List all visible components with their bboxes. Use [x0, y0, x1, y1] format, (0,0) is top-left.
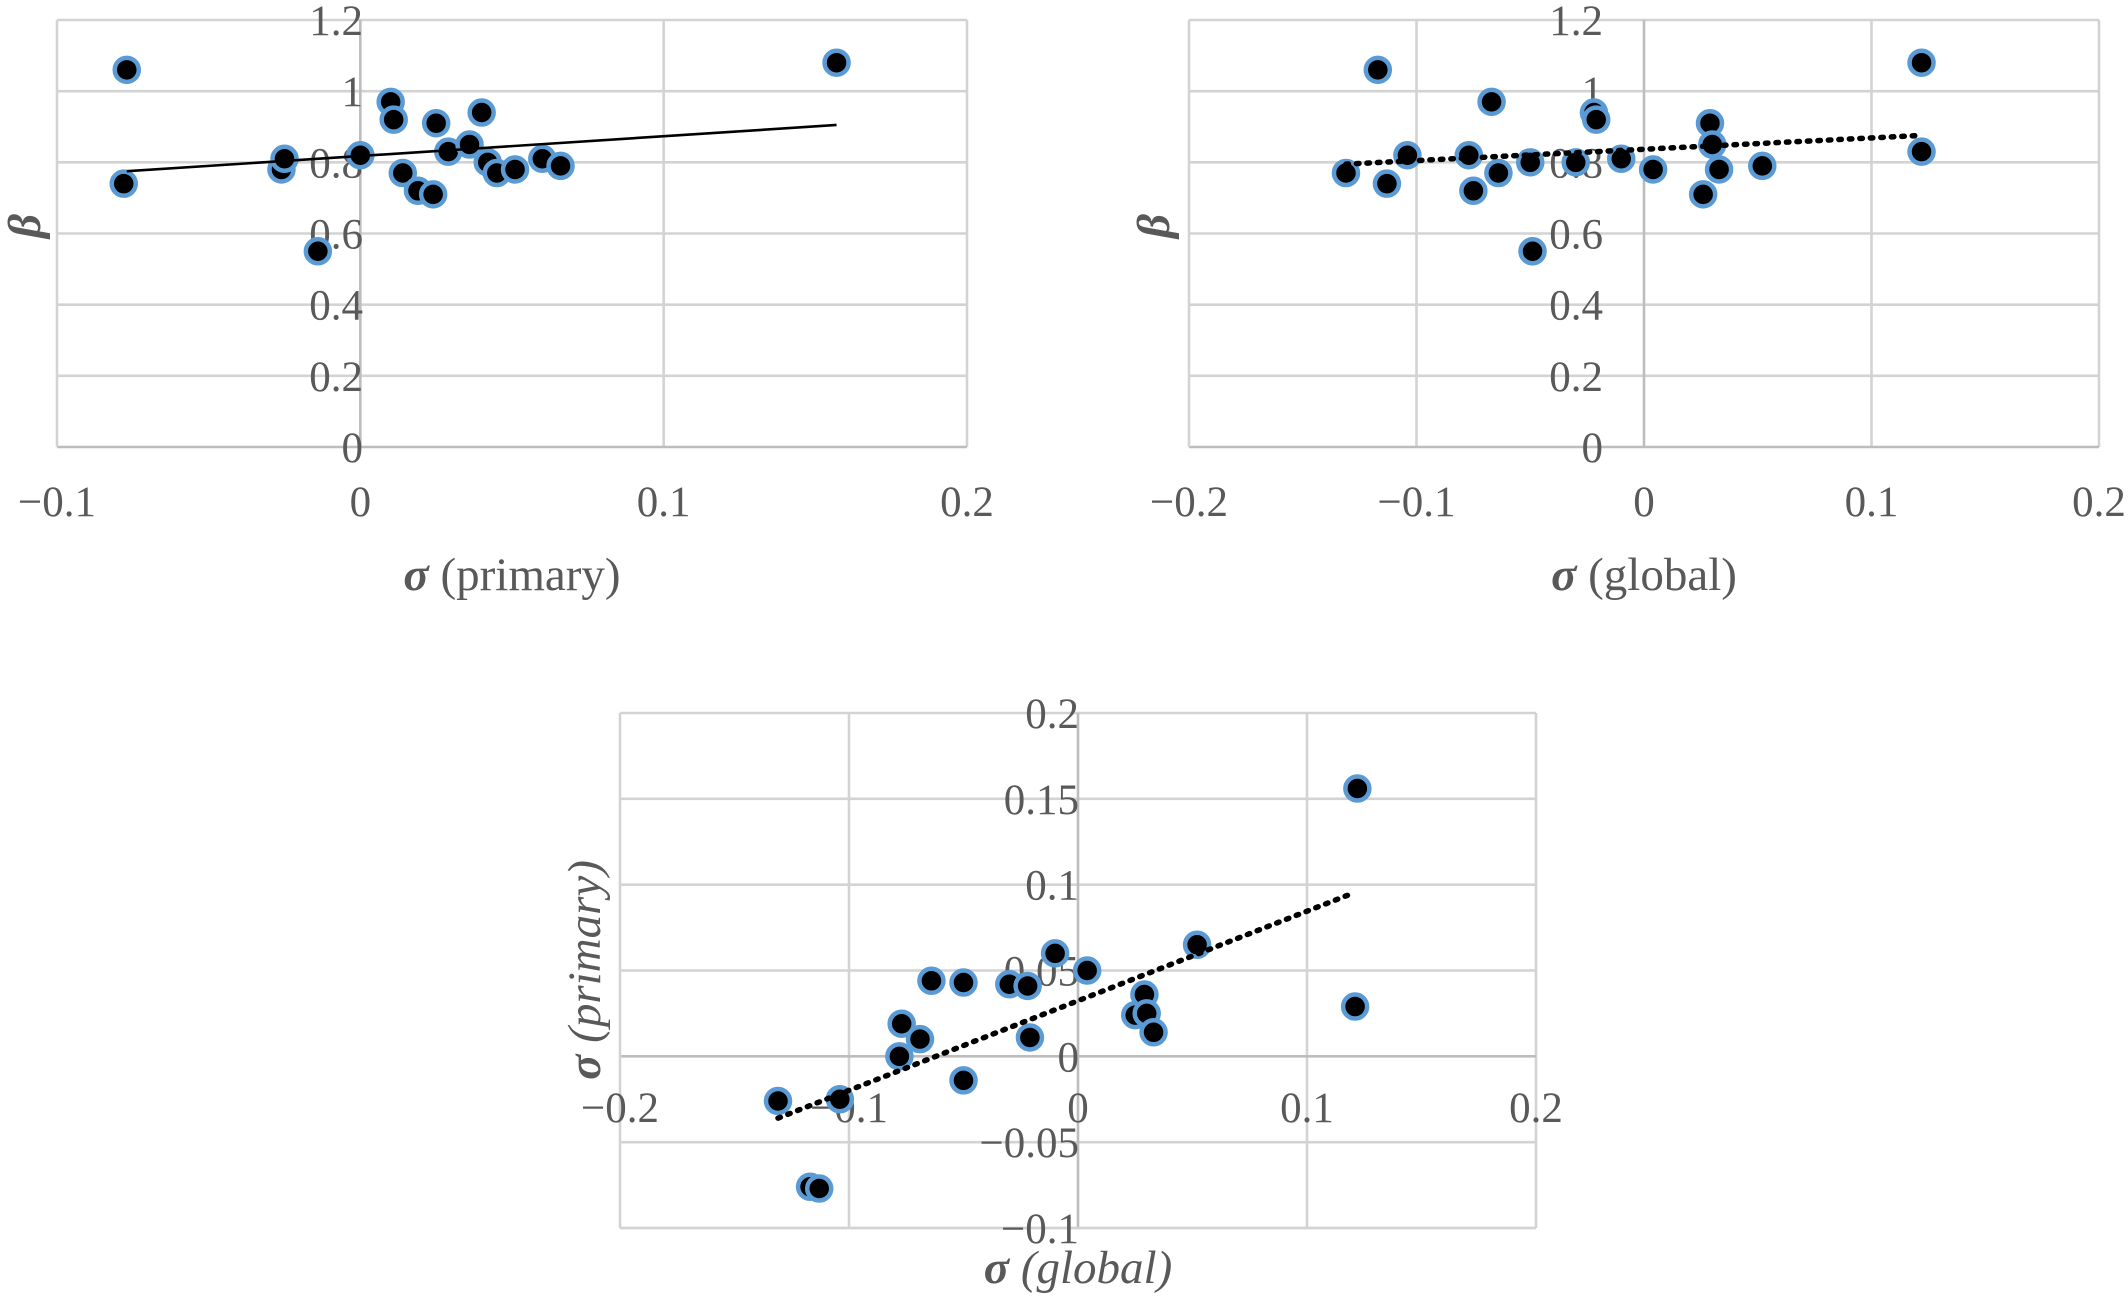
data-point — [1704, 155, 1734, 184]
data-point — [270, 144, 299, 174]
y-tick-label: 1.2 — [309, 0, 363, 45]
data-point — [1454, 140, 1484, 170]
x-tick-label: −0.2 — [1150, 479, 1228, 526]
x-axis-label: σ (primary) — [403, 549, 620, 601]
data-point — [1343, 774, 1372, 803]
y-tick-label: 0.1 — [1025, 863, 1079, 910]
x-axis-label: σ (global) — [1551, 549, 1737, 601]
data-point — [1607, 144, 1636, 174]
y-tick-label: 0 — [1582, 425, 1604, 472]
data-point — [1182, 930, 1212, 959]
data-point — [421, 108, 451, 138]
trendline — [775, 890, 1356, 1121]
y-tick-label: 0.2 — [1549, 354, 1603, 401]
data-point — [303, 237, 333, 266]
data-point — [1907, 137, 1936, 166]
data-point — [1363, 55, 1393, 85]
chart-beta-vs-sigma-primary: −0.1 0 0.1 0.200.20.40.60.811.2σ (primary)β — [0, 0, 994, 601]
x-tick-label: 0.2 — [1509, 1085, 1563, 1132]
y-tick-label: 0 — [1058, 1034, 1080, 1081]
data-point — [379, 105, 408, 134]
y-axis-label: σ (primary) — [559, 860, 611, 1080]
data-point — [546, 151, 575, 181]
data-point — [1372, 169, 1402, 198]
y-tick-label: 0.4 — [1549, 283, 1603, 330]
x-tick-label: −0.1 — [1377, 479, 1455, 526]
chart-sigma-primary-vs-sigma-global: −0.2−0.100.10.2−0.1−0.0500.050.10.150.2σ… — [559, 691, 1563, 1294]
trendline — [1343, 132, 1920, 167]
data-point — [1748, 151, 1777, 181]
data-point — [1688, 180, 1718, 209]
x-tick-label: −0.1 — [18, 479, 96, 526]
trendline — [126, 123, 837, 173]
data-point — [1459, 176, 1488, 206]
x-tick-label: 0.1 — [1845, 479, 1899, 526]
x-tick-label: 0.2 — [940, 479, 994, 526]
y-tick-label: 0.15 — [1004, 777, 1079, 824]
data-point — [822, 48, 851, 77]
data-point — [1040, 939, 1070, 968]
data-point — [1477, 87, 1506, 117]
data-point — [500, 155, 530, 184]
data-point — [467, 98, 496, 127]
y-tick-label: 0 — [342, 425, 364, 472]
data-point — [1013, 971, 1042, 1001]
data-point — [885, 1042, 914, 1071]
data-point — [1139, 1018, 1168, 1047]
data-point — [112, 55, 142, 85]
x-tick-label: −0.2 — [581, 1085, 659, 1132]
x-tick-label: 0.1 — [1280, 1085, 1334, 1132]
x-tick-label: 0.1 — [637, 479, 691, 526]
data-point — [1331, 158, 1361, 188]
data-point — [1907, 48, 1936, 77]
data-point — [1581, 105, 1611, 134]
y-axis-label: β — [1128, 214, 1180, 240]
y-tick-label: −0.05 — [979, 1120, 1079, 1167]
data-point — [905, 1024, 935, 1054]
data-point — [1072, 956, 1102, 985]
data-point — [1015, 1023, 1045, 1052]
x-tick-label: 0 — [350, 479, 372, 526]
y-tick-label: 1 — [342, 69, 364, 116]
data-point — [388, 158, 418, 188]
data-point — [1518, 237, 1547, 266]
y-tick-label: 0.6 — [1549, 212, 1603, 259]
data-point — [1340, 992, 1370, 1021]
y-tick-label: 0.2 — [309, 354, 363, 401]
data-point — [804, 1174, 834, 1203]
y-tick-label: −0.1 — [1001, 1206, 1079, 1253]
chart-beta-vs-sigma-global: −0.2−0.100.10.200.20.40.60.811.2σ (globa… — [1128, 0, 2126, 601]
y-tick-label: 0.4 — [309, 283, 363, 330]
data-point — [1484, 158, 1513, 188]
x-tick-label: 0 — [1633, 479, 1655, 526]
data-point — [763, 1086, 793, 1116]
data-point — [917, 966, 946, 996]
data-point — [1638, 155, 1668, 184]
data-point — [887, 1009, 916, 1038]
y-tick-label: 0.2 — [1025, 691, 1079, 738]
x-axis-label: σ (global) — [984, 1242, 1173, 1294]
x-tick-label: 0 — [1067, 1085, 1089, 1132]
data-point — [109, 169, 138, 198]
y-tick-label: 1.2 — [1549, 0, 1603, 45]
x-tick-label: 0.2 — [2072, 479, 2126, 526]
data-point — [949, 1066, 978, 1095]
data-point — [418, 180, 448, 209]
data-point — [949, 968, 978, 997]
y-axis-label: β — [0, 214, 51, 240]
